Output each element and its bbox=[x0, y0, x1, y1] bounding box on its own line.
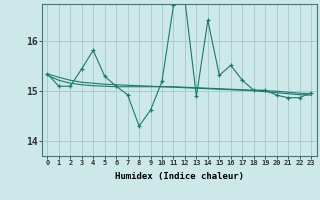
X-axis label: Humidex (Indice chaleur): Humidex (Indice chaleur) bbox=[115, 172, 244, 181]
